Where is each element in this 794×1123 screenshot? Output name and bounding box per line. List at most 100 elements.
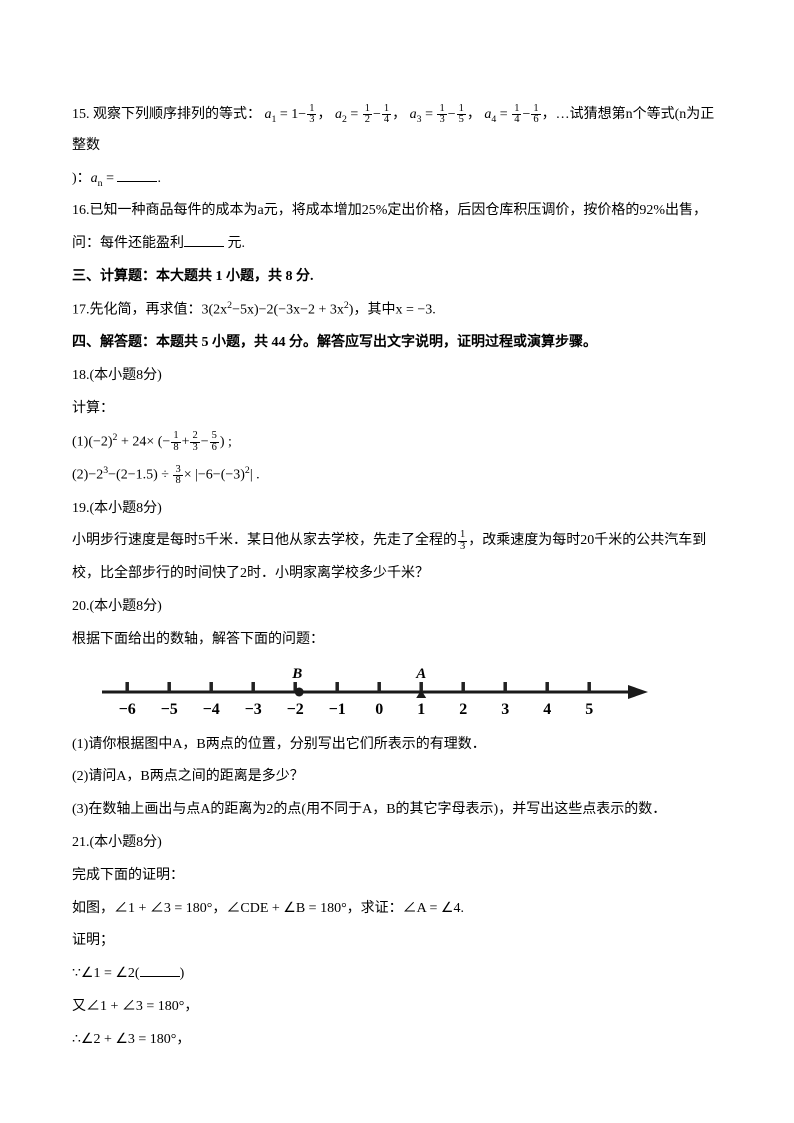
question-19-l2: 校，比全部步行的时间快了2时．小明家离学校多少千米？ xyxy=(72,559,722,590)
question-20-intro: 根据下面给出的数轴，解答下面的问题： xyxy=(72,625,722,656)
q15-text-a: 观察下列顺序排列的等式： xyxy=(93,107,261,122)
q21-l4b: ) xyxy=(180,966,185,981)
q15-eq4b: = xyxy=(496,107,511,122)
svg-text:0: 0 xyxy=(375,701,383,718)
frac-1-3: 13 xyxy=(307,104,316,126)
q19-l1a: 小明步行速度是每时5千米．某日他从家去学校，先走了全程的 xyxy=(72,533,457,548)
question-15-line2: )：an = . xyxy=(72,164,722,195)
q16-num: 16. xyxy=(72,203,90,218)
frac-3-8: 38 xyxy=(173,465,182,487)
svg-text:−4: −4 xyxy=(203,701,220,718)
question-19-head: 19.(本小题8分) xyxy=(72,494,722,525)
question-18-head: 18.(本小题8分) xyxy=(72,361,722,392)
q21-l4a: ∵∠1 = ∠2( xyxy=(72,966,140,981)
question-19-l1: 小明步行速度是每时5千米．某日他从家去学校，先走了全程的13，改乘速度为每时20… xyxy=(72,526,722,557)
frac-5-6: 56 xyxy=(210,431,219,453)
frac-2-3: 23 xyxy=(190,431,199,453)
number-line-figure: −6−5−4−3−2−1012345BA xyxy=(72,664,722,726)
q15-l2b: . xyxy=(157,171,161,186)
q18-p2b: −(2−1.5) ÷ xyxy=(108,468,172,483)
q18-p1c: + xyxy=(182,434,190,449)
q20-num: 20. xyxy=(72,599,90,614)
question-16: 16.已知一种商品每件的成本为a元，将成本增加25%定出价格，后因仓库积压调价，… xyxy=(72,196,722,227)
frac-1-8: 18 xyxy=(171,431,180,453)
question-21-head: 21.(本小题8分) xyxy=(72,828,722,859)
q15-l2a: )： xyxy=(72,171,91,186)
q19-head: (本小题8分) xyxy=(90,501,162,516)
svg-text:5: 5 xyxy=(585,701,593,718)
svg-text:−6: −6 xyxy=(119,701,136,718)
q19-l1b: ，改乘速度为每时20千米的公共汽车到 xyxy=(468,533,706,548)
exam-page: 15. 观察下列顺序排列的等式： a1 = 1−13， a2 = 12−14， … xyxy=(0,0,794,1117)
question-18-p1: (1)(−2)2 + 24× (−18+23−56) ; xyxy=(72,427,722,458)
svg-text:A: A xyxy=(415,666,426,682)
sep3: ， xyxy=(467,107,481,122)
svg-text:4: 4 xyxy=(543,701,551,718)
q17-tb: −5x)−2(−3x−2 + 3x xyxy=(232,302,344,317)
q18-num: 18. xyxy=(72,368,90,383)
svg-text:3: 3 xyxy=(501,701,509,718)
svg-text:1: 1 xyxy=(417,701,425,718)
q21-num: 21. xyxy=(72,835,90,850)
question-21-l5: 又∠1 + ∠3 = 180°， xyxy=(72,992,722,1023)
minus3: − xyxy=(448,107,456,122)
svg-text:−5: −5 xyxy=(161,701,178,718)
q18-p1d: − xyxy=(201,434,209,449)
sep1: ， xyxy=(317,107,331,122)
q18-p1e: ) ; xyxy=(220,434,232,449)
frac-1-5: 15 xyxy=(457,104,466,126)
frac-1-4b: 14 xyxy=(512,104,521,126)
frac-1-4: 14 xyxy=(382,104,391,126)
q18-p2c: × |−6−(−3) xyxy=(184,468,245,483)
q16-text: 已知一种商品每件的成本为a元，将成本增加25%定出价格，后因仓库积压调价，按价格… xyxy=(90,203,708,218)
question-15: 15. 观察下列顺序排列的等式： a1 = 1−13， a2 = 12−14， … xyxy=(72,100,722,162)
svg-text:B: B xyxy=(291,666,302,682)
frac-1-2: 12 xyxy=(363,104,372,126)
q17-tc: )，其中x = −3. xyxy=(349,302,436,317)
frac-1-3b: 13 xyxy=(437,104,446,126)
question-21-l4: ∵∠1 = ∠2() xyxy=(72,959,722,990)
question-18-p2: (2)−23−(2−1.5) ÷ 38× |−6−(−3)2| . xyxy=(72,460,722,491)
question-21-l2: 如图，∠1 + ∠3 = 180°，∠CDE + ∠B = 180°，求证：∠A… xyxy=(72,894,722,925)
q15-num: 15. xyxy=(72,107,90,122)
q20-head: (本小题8分) xyxy=(90,599,162,614)
question-20-head: 20.(本小题8分) xyxy=(72,592,722,623)
frac-1-6: 16 xyxy=(531,104,540,126)
q17-num: 17. xyxy=(72,302,90,317)
q18-p2a: (2)−2 xyxy=(72,468,103,483)
question-21-l3: 证明； xyxy=(72,926,722,957)
section-4-heading: 四、解答题：本题共 5 小题，共 44 分。解答应写出文字说明，证明过程或演算步… xyxy=(72,328,722,359)
question-20-sub2: (2)请问A，B两点之间的距离是多少？ xyxy=(72,762,722,793)
number-line-svg: −6−5−4−3−2−1012345BA xyxy=(72,664,662,726)
q18-head: (本小题8分) xyxy=(90,368,162,383)
svg-text:2: 2 xyxy=(459,701,467,718)
question-20-sub3: (3)在数轴上画出与点A的距离为2的点(用不同于A，B的其它字母表示)，并写出这… xyxy=(72,795,722,826)
frac-1-3c: 13 xyxy=(458,530,467,552)
blank-q15 xyxy=(117,167,157,182)
q15-eq3b: = xyxy=(422,107,437,122)
q15-a1: a xyxy=(265,107,272,122)
question-21-l6: ∴∠2 + ∠3 = 180°， xyxy=(72,1025,722,1056)
svg-text:−1: −1 xyxy=(329,701,346,718)
q17-ta: 先化简，再求值：3(2x xyxy=(90,302,228,317)
sep2: ， xyxy=(392,107,406,122)
q15-a3: a xyxy=(410,107,417,122)
q15-eq: = xyxy=(103,171,118,186)
section-3-heading: 三、计算题：本大题共 1 小题，共 8 分. xyxy=(72,262,722,293)
question-17: 17.先化简，再求值：3(2x2−5x)−2(−3x−2 + 3x2)，其中x … xyxy=(72,295,722,326)
q18-p1a: (1)(−2) xyxy=(72,434,113,449)
question-21-l1: 完成下面的证明： xyxy=(72,861,722,892)
q19-num: 19. xyxy=(72,501,90,516)
q15-an: a xyxy=(91,171,98,186)
q18-p1b: + 24× (− xyxy=(117,434,170,449)
q16-l2a: 问：每件还能盈利 xyxy=(72,236,184,251)
q16-l2b: 元. xyxy=(224,236,245,251)
svg-text:−3: −3 xyxy=(245,701,262,718)
q15-eq2b: = xyxy=(347,107,362,122)
q15-eq1b: = 1− xyxy=(276,107,306,122)
blank-q16 xyxy=(184,232,224,247)
minus4: − xyxy=(522,107,530,122)
question-20-sub1: (1)请你根据图中A，B两点的位置，分别写出它们所表示的有理数． xyxy=(72,730,722,761)
question-16-line2: 问：每件还能盈利 元. xyxy=(72,229,722,260)
minus2: − xyxy=(373,107,381,122)
